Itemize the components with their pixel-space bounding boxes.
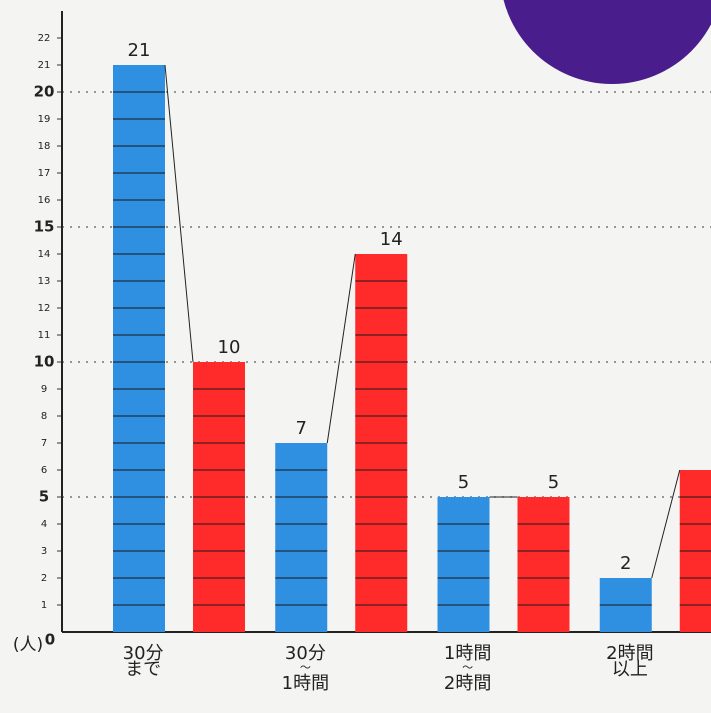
connector-line <box>651 469 681 579</box>
value-label: 10 <box>218 337 241 358</box>
y-tick-label: 11 <box>38 330 51 341</box>
x-tick-label-line: 〜 <box>462 661 473 674</box>
y-tick-label: 8 <box>41 411 47 422</box>
value-label: 2 <box>620 553 631 574</box>
y-tick-label: 19 <box>38 114 51 125</box>
x-tick-label-line: 1時間 <box>282 673 329 694</box>
x-tick-label-line: 30分 <box>285 643 326 664</box>
x-tick-label-line: 1時間 <box>444 643 491 664</box>
y-tick-label: 5 <box>39 488 49 506</box>
y-unit-label: (人) <box>13 635 43 655</box>
value-label: 21 <box>128 40 151 61</box>
y-tick-label: 15 <box>34 218 55 236</box>
x-tick-label-line: 2時間 <box>606 643 653 664</box>
y-tick-label: 16 <box>38 195 51 206</box>
value-label: 14 <box>380 229 403 250</box>
y-tick-label: 13 <box>38 276 51 287</box>
y-tick-label: 7 <box>41 438 47 449</box>
y-tick-label: 20 <box>34 83 55 101</box>
y-tick-label: 0 <box>45 631 55 649</box>
x-tick-label: 1時間〜 2時間 <box>444 643 491 694</box>
bar <box>437 497 490 632</box>
value-label: 5 <box>548 472 559 493</box>
y-tick-label: 9 <box>41 384 47 395</box>
x-tick-label-line: 〜 <box>300 661 311 674</box>
value-label: 7 <box>296 418 307 439</box>
y-tick-label: 4 <box>41 519 47 530</box>
decoration-circle <box>503 0 711 84</box>
y-tick-label: 21 <box>38 60 51 71</box>
x-tick-label: 30分まで <box>123 643 164 680</box>
y-tick-label: 12 <box>38 303 51 314</box>
y-tick-label: 3 <box>41 546 47 557</box>
bar <box>275 443 328 632</box>
y-tick-label: 6 <box>41 465 47 476</box>
y-tick-label: 18 <box>38 141 51 152</box>
x-tick-label-line: 2時間 <box>444 673 491 694</box>
x-tick-label: 30分〜 1時間 <box>282 643 329 694</box>
y-tick-label: 2 <box>41 573 47 584</box>
value-label: 5 <box>458 472 469 493</box>
connector-line <box>326 253 356 444</box>
y-tick-label: 14 <box>38 249 51 260</box>
y-tick-label: 10 <box>34 353 55 371</box>
y-tick-label: 1 <box>41 600 47 611</box>
bar <box>517 497 570 632</box>
bar <box>113 65 165 632</box>
x-tick-label-line: 以上 <box>612 659 648 680</box>
x-tick-label: 2時間以上 <box>606 643 653 680</box>
y-tick-label: 22 <box>38 33 51 44</box>
x-tick-label-line: まで <box>125 659 161 680</box>
connector-line <box>164 64 194 363</box>
y-tick-label: 17 <box>38 168 51 179</box>
x-tick-label-line: 30分 <box>123 643 164 664</box>
